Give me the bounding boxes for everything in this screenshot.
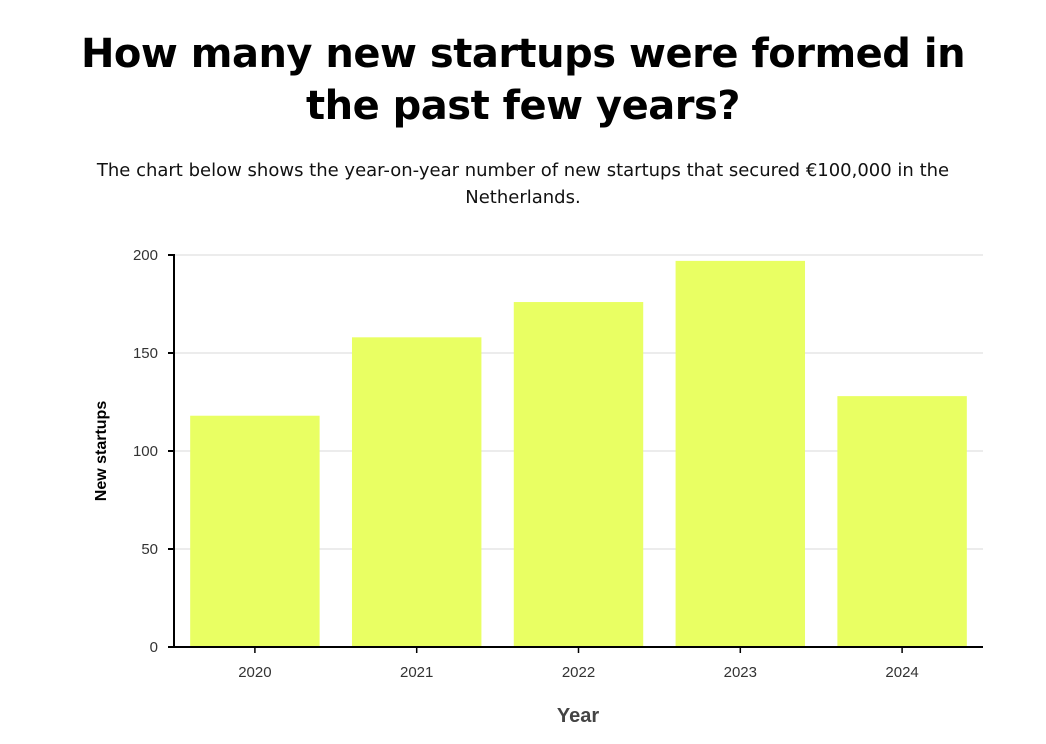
x-tick-label: 2021 (400, 664, 433, 681)
bar-2020 (190, 415, 320, 647)
x-tick-label: 2020 (238, 664, 271, 681)
bar-2021 (351, 337, 482, 647)
x-tick-label: 2024 (885, 664, 918, 681)
y-tick-label: 200 (133, 247, 158, 264)
y-tick-label: 50 (141, 541, 158, 558)
x-tick-label: 2022 (562, 664, 595, 681)
y-axis-label: New startups (93, 401, 110, 502)
y-tick-label: 0 (150, 639, 158, 656)
bar-2022 (513, 302, 644, 647)
x-axis-label: Year (557, 705, 599, 727)
chart-title: How many new startups were formed in the… (80, 31, 966, 129)
y-tick-label: 100 (133, 443, 158, 460)
y-tick-label: 150 (133, 345, 158, 362)
chart-subtitle: The chart below shows the year-on-year n… (96, 160, 950, 208)
bar-2023 (675, 260, 806, 647)
x-tick-label: 2023 (724, 664, 757, 681)
bar-2024 (837, 396, 967, 647)
